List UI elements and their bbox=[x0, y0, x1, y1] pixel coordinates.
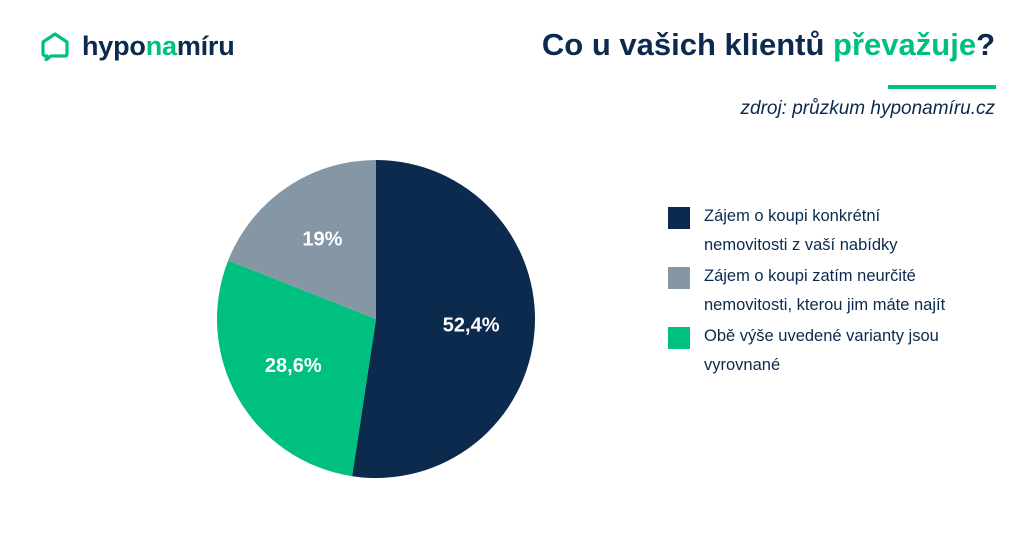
house-speech-bubble-icon bbox=[41, 32, 69, 61]
page-title: Co u vašich klientů převažuje? bbox=[541, 27, 995, 62]
legend-label: Zájem o koupi zatím neurčité nemovitosti… bbox=[704, 267, 946, 314]
brand-name: hyponamíru bbox=[82, 30, 235, 61]
brand-name-part2: na bbox=[145, 30, 177, 61]
title-accent: převažuje bbox=[833, 27, 977, 62]
legend-label: Zájem o koupi konkrétní nemovitosti z va… bbox=[704, 207, 898, 254]
legend-label: Obě výše uvedené varianty jsou vyrovnané bbox=[704, 327, 939, 374]
pie-slice-2 bbox=[228, 160, 376, 319]
pie-slice-0 bbox=[352, 160, 535, 479]
title-underline bbox=[888, 85, 996, 89]
brand-name-part1: hypo bbox=[82, 30, 146, 61]
source-note: zdroj: průzkum hyponamíru.cz bbox=[740, 98, 996, 119]
title-end: ? bbox=[976, 27, 995, 62]
chart-legend: Zájem o koupi konkrétní nemovitosti z va… bbox=[668, 206, 1008, 386]
legend-item: Obě výše uvedené varianty jsou vyrovnané bbox=[668, 326, 1008, 380]
brand-name-part3: míru bbox=[176, 30, 235, 61]
legend-swatch bbox=[668, 267, 690, 289]
title-main: Co u vašich klientů bbox=[541, 27, 834, 62]
pie-slice-label-2: 19% bbox=[302, 228, 342, 250]
legend-item: Zájem o koupi zatím neurčité nemovitosti… bbox=[668, 266, 1008, 320]
pie-slice-1 bbox=[217, 260, 376, 477]
legend-swatch bbox=[668, 207, 690, 229]
pie-slice-label-1: 28,6% bbox=[265, 355, 322, 377]
legend-swatch bbox=[668, 327, 690, 349]
brand-logo: hyponamíru bbox=[40, 31, 235, 61]
pie-slice-label-0: 52,4% bbox=[443, 314, 500, 336]
legend-item: Zájem o koupi konkrétní nemovitosti z va… bbox=[668, 206, 1008, 260]
